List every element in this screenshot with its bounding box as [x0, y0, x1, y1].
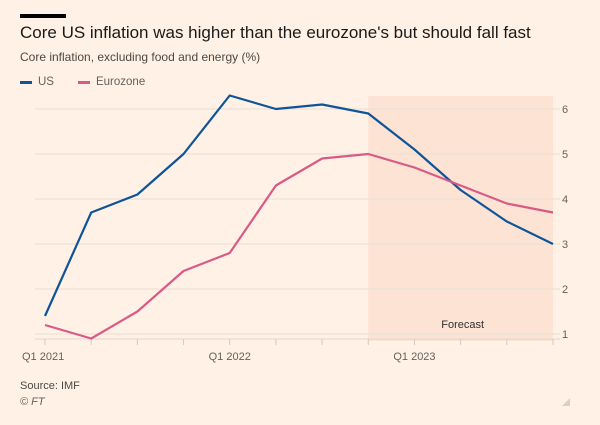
x-tick-label: Q1 2023 [393, 351, 435, 363]
y-tick-label: 1 [562, 329, 568, 341]
chart-title: Core US inflation was higher than the eu… [20, 23, 531, 42]
series-line-eurozone [44, 152, 554, 340]
legend-label-us: US [38, 76, 54, 88]
x-tick-label: Q1 2022 [209, 351, 251, 363]
x-tick-label: Q1 2021 [22, 351, 64, 363]
y-tick-label: 4 [562, 194, 568, 206]
source-note: Source: IMF [20, 380, 80, 392]
forecast-region [368, 96, 553, 341]
legend-label-eurozone: Eurozone [95, 76, 146, 88]
legend: US Eurozone [20, 76, 169, 88]
resize-grip-icon[interactable] [562, 398, 570, 406]
forecast-label: Forecast [441, 319, 484, 331]
series-line-us [43, 94, 554, 317]
legend-swatch-eurozone [77, 80, 90, 84]
ft-top-bar [20, 14, 66, 18]
y-tick-label: 5 [562, 149, 568, 161]
legend-item-eurozone: Eurozone [77, 76, 146, 88]
chart-subtitle: Core inflation, excluding food and energ… [20, 50, 261, 64]
y-tick-label: 3 [562, 239, 568, 251]
legend-swatch-us [20, 80, 32, 84]
y-tick-label: 2 [562, 284, 568, 296]
copyright-note: © FT [20, 396, 45, 408]
legend-item-us: US [20, 76, 54, 88]
y-tick-label: 6 [562, 104, 568, 116]
